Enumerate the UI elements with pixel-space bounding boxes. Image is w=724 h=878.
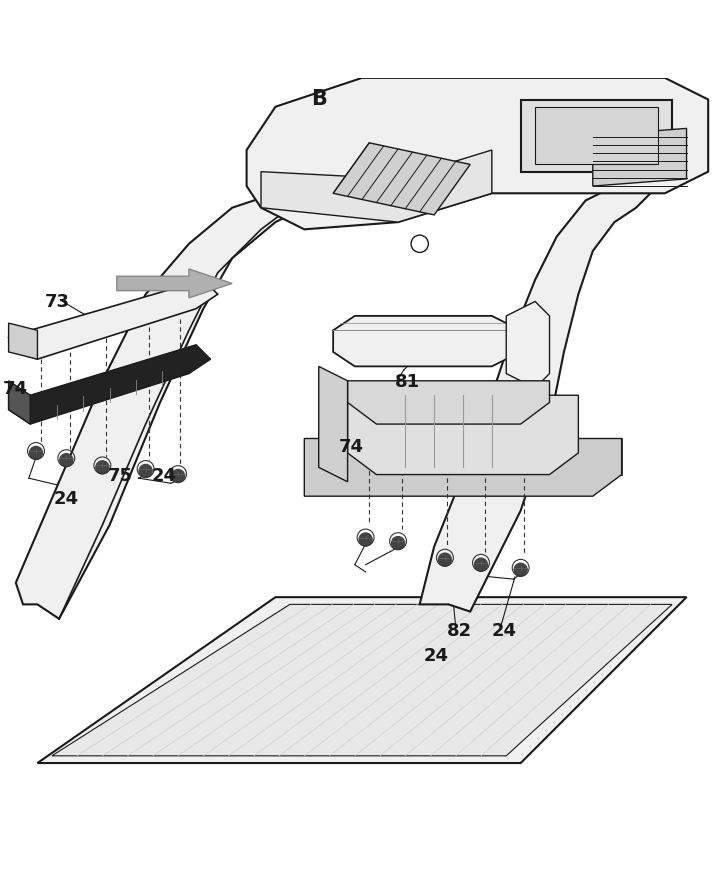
Polygon shape <box>52 605 672 756</box>
Polygon shape <box>9 324 38 360</box>
Polygon shape <box>535 108 657 165</box>
Text: 82: 82 <box>447 621 472 639</box>
Polygon shape <box>333 317 521 367</box>
Polygon shape <box>9 280 218 360</box>
Polygon shape <box>348 396 578 475</box>
Polygon shape <box>333 144 470 216</box>
Text: 24: 24 <box>54 489 78 507</box>
Circle shape <box>60 454 73 467</box>
Polygon shape <box>506 302 550 389</box>
Polygon shape <box>304 439 622 497</box>
Text: B: B <box>311 89 327 109</box>
Circle shape <box>96 461 109 474</box>
Polygon shape <box>247 79 708 230</box>
Polygon shape <box>38 598 686 763</box>
Polygon shape <box>319 367 348 482</box>
Text: 74: 74 <box>339 437 364 455</box>
Text: 24: 24 <box>492 621 517 639</box>
Text: 24: 24 <box>424 646 448 664</box>
Polygon shape <box>348 381 550 425</box>
Circle shape <box>139 465 152 478</box>
Circle shape <box>392 537 405 550</box>
Text: 73: 73 <box>45 293 70 311</box>
Circle shape <box>514 564 527 577</box>
Circle shape <box>30 447 43 460</box>
Polygon shape <box>420 180 650 612</box>
Circle shape <box>439 553 452 566</box>
Polygon shape <box>521 100 672 172</box>
Text: 24: 24 <box>151 466 177 484</box>
Circle shape <box>172 470 185 483</box>
Text: 74: 74 <box>3 379 28 398</box>
Circle shape <box>474 558 487 572</box>
Circle shape <box>359 533 372 546</box>
Polygon shape <box>117 270 232 299</box>
Polygon shape <box>9 345 211 425</box>
Polygon shape <box>9 381 30 425</box>
Polygon shape <box>593 129 686 187</box>
Text: 75: 75 <box>108 466 133 484</box>
Polygon shape <box>16 194 304 619</box>
Polygon shape <box>261 151 492 223</box>
Text: 81: 81 <box>395 372 420 391</box>
